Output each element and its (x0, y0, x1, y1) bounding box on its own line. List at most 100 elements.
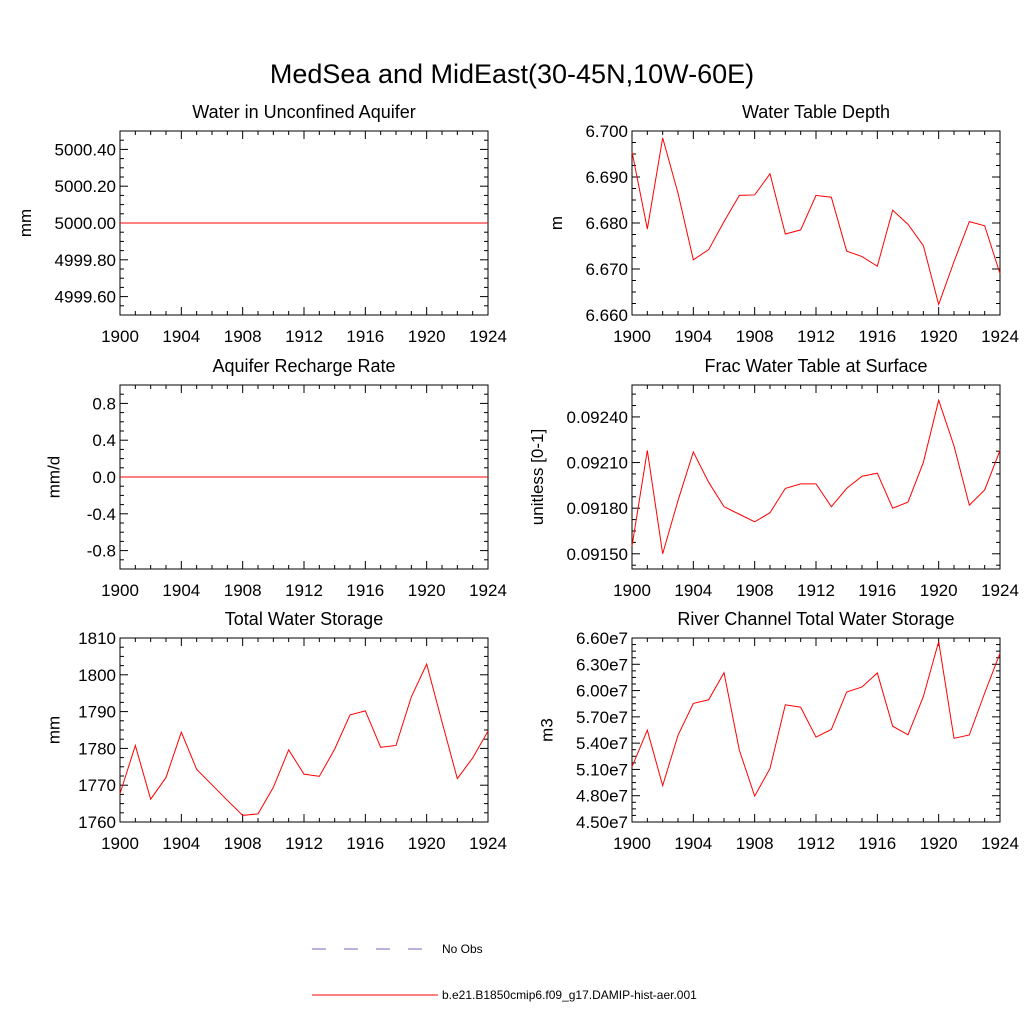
chart-panel-4: Frac Water Table at Surface 1900 1904 1908 1… (528, 356, 1019, 600)
series-line (631, 398, 1001, 554)
panel-title: Water Table Depth (742, 102, 890, 122)
y-tick-label: 5000.40 (55, 140, 116, 159)
plot-frame (631, 384, 1001, 570)
panel-title: Total Water Storage (225, 609, 383, 629)
x-tick-label: 1916 (858, 834, 896, 853)
x-tick-label: 1900 (613, 834, 651, 853)
y-tick-label: 1800 (78, 666, 116, 685)
x-tick-label: 1908 (224, 581, 262, 600)
x-tick-label: 1904 (674, 581, 712, 600)
y-tick-label: 6.30e7 (576, 655, 628, 674)
x-tick-label: 1904 (162, 581, 200, 600)
x-tick-label: 1924 (469, 834, 507, 853)
y-tick-label: 1790 (78, 703, 116, 722)
x-tick-label: 1912 (797, 581, 835, 600)
y-tick-label: 0.0 (92, 468, 116, 487)
y-tick-label: 0.09210 (567, 454, 628, 473)
y-tick-label: 4.50e7 (576, 813, 628, 832)
plot-frame (119, 637, 489, 823)
chart-panel-3: Aquifer Recharge Rate 1900 1904 1908 1912 191… (45, 356, 507, 600)
y-axis-label: unitless [0-1] (528, 429, 547, 525)
y-tick-label: 4999.60 (55, 288, 116, 307)
x-tick-label: 1920 (408, 327, 446, 346)
y-tick-label: 6.00e7 (576, 682, 628, 701)
y-axis-label: mm/d (45, 456, 64, 499)
y-tick-label: 0.09150 (567, 545, 628, 564)
y-tick-label: 4999.80 (55, 251, 116, 270)
x-tick-label: 1920 (408, 834, 446, 853)
legend-label-model: b.e21.B1850cmip6.f09_g17.DAMIP-hist-aer.… (442, 988, 697, 1002)
x-tick-label: 1904 (162, 834, 200, 853)
y-tick-label: 4.80e7 (576, 787, 628, 806)
x-tick-label: 1912 (285, 327, 323, 346)
x-tick-label: 1912 (797, 327, 835, 346)
y-tick-label: 5.10e7 (576, 760, 628, 779)
x-tick-label: 1912 (285, 834, 323, 853)
x-tick-label: 1920 (408, 581, 446, 600)
y-tick-label: 0.09180 (567, 499, 628, 518)
x-tick-label: 1900 (613, 327, 651, 346)
y-tick-label: 5.40e7 (576, 734, 628, 753)
y-tick-label: 0.09240 (567, 408, 628, 427)
legend: No Obs b.e21.B1850cmip6.f09_g17.DAMIP-hi… (312, 942, 697, 1002)
y-axis-label: m3 (537, 718, 556, 742)
y-tick-label: 0.8 (92, 394, 116, 413)
x-tick-label: 1920 (920, 581, 958, 600)
x-tick-label: 1908 (736, 581, 774, 600)
x-tick-label: 1908 (736, 327, 774, 346)
x-tick-label: 1920 (920, 327, 958, 346)
x-tick-label: 1916 (346, 581, 384, 600)
x-tick-label: 1924 (981, 327, 1019, 346)
x-tick-label: 1908 (736, 834, 774, 853)
x-tick-label: 1912 (285, 581, 323, 600)
y-tick-label: 1760 (78, 813, 116, 832)
x-tick-label: 1900 (101, 327, 139, 346)
y-tick-label: 1780 (78, 739, 116, 758)
y-tick-label: 1770 (78, 776, 116, 795)
x-tick-label: 1920 (920, 834, 958, 853)
y-tick-label: 6.680 (585, 214, 628, 233)
x-tick-label: 1916 (346, 834, 384, 853)
chart-panel-6: River Channel Total Water Storage 1900 190… (537, 609, 1019, 853)
y-axis-label: m (547, 216, 566, 230)
x-tick-label: 1916 (858, 327, 896, 346)
x-tick-label: 1904 (162, 327, 200, 346)
y-tick-label: -0.4 (87, 505, 116, 524)
y-tick-label: 6.660 (585, 306, 628, 325)
x-tick-label: 1900 (613, 581, 651, 600)
panel-title: Aquifer Recharge Rate (212, 356, 395, 376)
x-tick-label: 1924 (469, 581, 507, 600)
x-tick-label: 1900 (101, 834, 139, 853)
y-tick-label: 5.70e7 (576, 708, 628, 727)
y-tick-label: 6.700 (585, 122, 628, 141)
x-tick-label: 1924 (469, 327, 507, 346)
series-line (631, 137, 1001, 307)
chart-panel-1: Water in Unconfined Aquifer 1900 1904 1908 1… (16, 102, 507, 346)
x-tick-label: 1916 (346, 327, 384, 346)
y-tick-label: 0.4 (92, 431, 116, 450)
panel-title: River Channel Total Water Storage (677, 609, 954, 629)
y-axis-label: mm (16, 209, 35, 237)
x-tick-label: 1904 (674, 327, 712, 346)
series-line (631, 641, 1001, 798)
y-tick-label: 5000.00 (55, 214, 116, 233)
y-tick-label: 1810 (78, 629, 116, 648)
series-line (119, 662, 489, 816)
x-tick-label: 1908 (224, 327, 262, 346)
x-tick-label: 1924 (981, 581, 1019, 600)
x-tick-label: 1912 (797, 834, 835, 853)
y-tick-label: 6.60e7 (576, 629, 628, 648)
y-tick-label: -0.8 (87, 542, 116, 561)
figure-title: MedSea and MidEast(30-45N,10W-60E) (270, 59, 754, 89)
x-tick-label: 1916 (858, 581, 896, 600)
y-axis-label: mm (45, 716, 64, 744)
panel-title: Water in Unconfined Aquifer (192, 102, 415, 122)
x-tick-label: 1900 (101, 581, 139, 600)
x-tick-label: 1924 (981, 834, 1019, 853)
chart-panel-2: Water Table Depth 1900 1904 1908 1912 1916 192… (547, 102, 1019, 346)
panel-title: Frac Water Table at Surface (704, 356, 927, 376)
y-tick-label: 6.670 (585, 260, 628, 279)
y-tick-label: 6.690 (585, 168, 628, 187)
chart-panel-5: Total Water Storage 1900 1904 1908 1912 1916 1… (45, 609, 507, 853)
